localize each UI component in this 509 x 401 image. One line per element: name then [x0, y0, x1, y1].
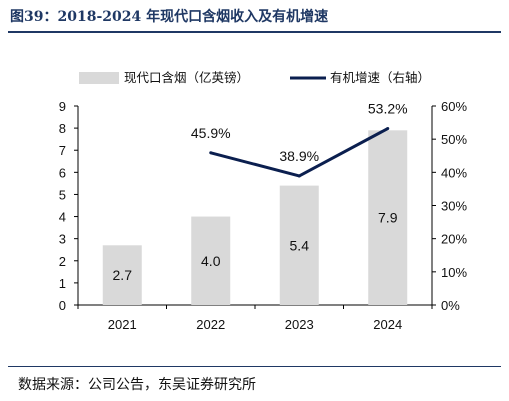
y-left-tick-label: 8 [59, 121, 66, 136]
bar-value-label: 5.4 [290, 237, 310, 253]
x-tick-label: 2023 [285, 317, 314, 332]
x-tick-label: 2024 [373, 317, 402, 332]
bar-value-label: 2.7 [113, 267, 133, 283]
data-labels: 2.7 4.0 5.4 7.9 45.9% 38.9% 53.2% [113, 101, 408, 284]
y-left-tick-label: 7 [59, 143, 66, 158]
figure-title: 图39：2018-2024 年现代口含烟收入及有机增速 [10, 9, 329, 25]
title-rule [8, 31, 501, 33]
line-value-label: 45.9% [191, 125, 231, 141]
source-rule [8, 366, 501, 367]
y-right-tick-label: 50% [441, 132, 467, 147]
y-right-tick-label: 30% [441, 199, 467, 214]
y-left-tick-label: 3 [59, 232, 66, 247]
source-note: 数据来源：公司公告，东吴证券研究所 [18, 377, 256, 393]
y-left-tick-label: 1 [59, 276, 66, 291]
line-value-label: 53.2% [368, 101, 408, 117]
y-left-tick-label: 5 [59, 187, 66, 202]
x-tick-label: 2021 [108, 317, 137, 332]
y-left-tick-label: 4 [59, 210, 66, 225]
bar [279, 185, 319, 305]
y-right-tick-label: 40% [441, 165, 467, 180]
line-value-label: 38.9% [279, 148, 319, 164]
bar [102, 245, 142, 305]
y-right-tick-label: 10% [441, 265, 467, 280]
y-left-tick-label: 0 [59, 298, 66, 313]
y-right-tick-label: 20% [441, 232, 467, 247]
line-point [297, 174, 301, 178]
x-tick-label: 2022 [196, 317, 225, 332]
line-series [209, 127, 390, 178]
legend-label-bar: 现代口含烟（亿英镑） [124, 70, 249, 85]
legend-label-line: 有机增速（右轴） [330, 70, 430, 85]
y-left-tick-label: 9 [59, 99, 66, 114]
legend: 现代口含烟（亿英镑） 有机增速（右轴） [79, 70, 430, 85]
bar-series [102, 130, 408, 305]
bar [191, 216, 231, 305]
bar-value-label: 4.0 [201, 253, 221, 269]
bar-value-label: 7.9 [378, 210, 398, 226]
y-left-tick-label: 6 [59, 165, 66, 180]
y-left-tick-label: 2 [59, 254, 66, 269]
line-point [209, 151, 213, 155]
legend-swatch-bar [79, 72, 119, 84]
bar [368, 130, 408, 305]
y-right-tick-label: 60% [441, 99, 467, 114]
y-right-tick-label: 0% [441, 298, 460, 313]
line-point [386, 127, 390, 131]
